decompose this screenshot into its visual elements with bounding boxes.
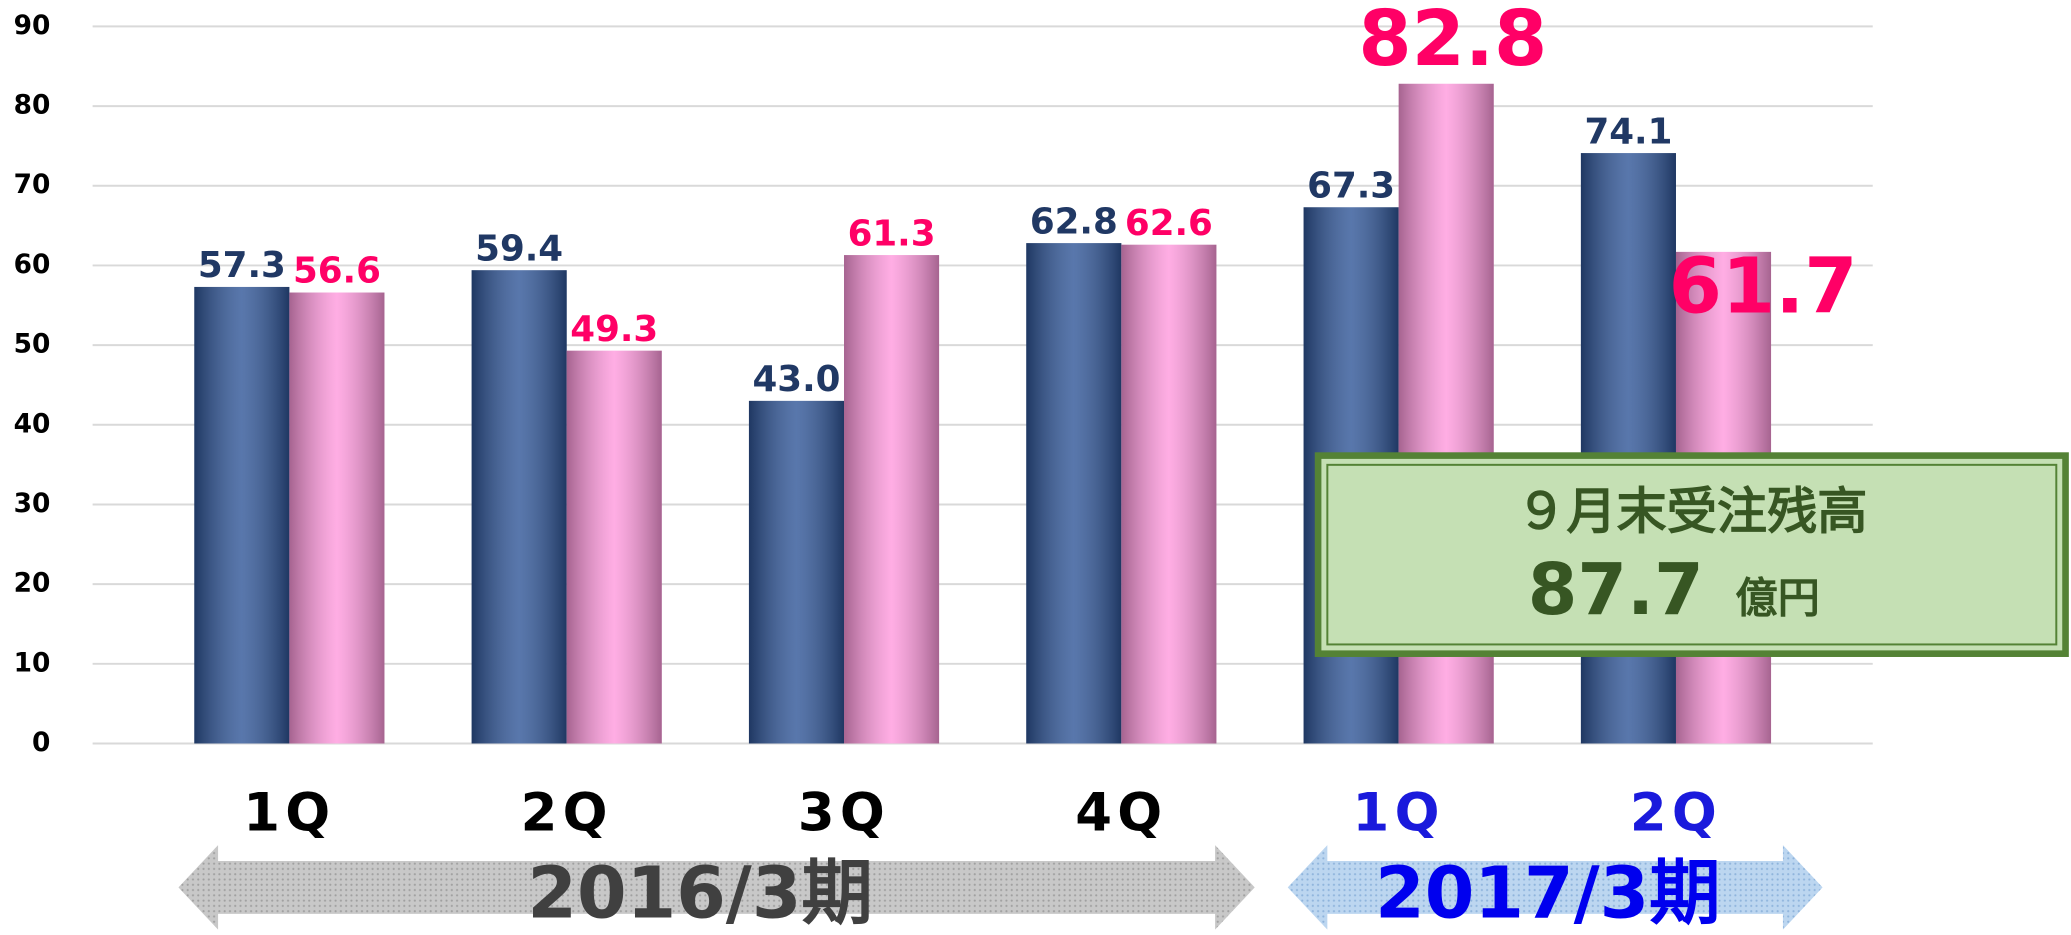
data-label: 62.6: [1125, 203, 1213, 244]
annotation-title: ９月末受注残高: [1516, 482, 1867, 541]
y-tick-label: 90: [14, 10, 51, 41]
period-label: 2016/3期: [527, 852, 872, 931]
data-label: 61.3: [848, 213, 936, 254]
bar-shade: [748, 400, 845, 744]
data-label: 56.6: [293, 251, 381, 292]
bar-shade: [844, 255, 940, 744]
x-tick-label: 1Q: [1353, 783, 1445, 844]
y-tick-label: 20: [14, 568, 51, 599]
bar-shade: [289, 292, 385, 744]
bar-shade: [1026, 243, 1122, 744]
data-label: 74.1: [1584, 111, 1672, 152]
y-tick-label: 10: [14, 647, 51, 678]
y-tick-label: 60: [14, 249, 51, 280]
annotation-value: 87.7: [1528, 548, 1704, 631]
bar-shade: [194, 286, 290, 744]
y-tick-label: 30: [14, 488, 51, 519]
data-label: 59.4: [475, 228, 563, 269]
data-label: 82.8: [1358, 0, 1547, 84]
bars: [194, 83, 1772, 744]
y-tick-label: 50: [14, 329, 51, 360]
period-arrow: [1287, 845, 1823, 930]
annotation-frame: [1314, 452, 2069, 657]
data-label: 67.3: [1307, 165, 1395, 206]
x-tick-label: 3Q: [798, 783, 890, 844]
data-label: 62.8: [1030, 201, 1118, 242]
y-tick-label: 70: [14, 169, 51, 200]
annotation-box: ９月末受注残高 87.7 億円: [1314, 452, 2069, 657]
grid: [92, 25, 1873, 745]
bar-shade: [1121, 244, 1217, 744]
y-tick-label: 0: [32, 727, 50, 758]
x-tick-label: 1Q: [243, 783, 335, 844]
x-tick-label: 2Q: [521, 783, 613, 844]
period-label: 2017/3期: [1375, 852, 1720, 931]
y-tick-label: 80: [14, 90, 51, 121]
period-arrow: [178, 845, 1255, 930]
x-tick-label: 2Q: [1630, 783, 1722, 844]
data-label: 61.7: [1669, 242, 1858, 331]
data-label: 49.3: [570, 309, 658, 350]
data-label: 57.3: [198, 245, 286, 286]
x-tick-label: 4Q: [1075, 783, 1167, 844]
annotation-unit: 億円: [1735, 573, 1820, 622]
y-tick-label: 40: [14, 408, 51, 439]
bar-shade: [566, 350, 662, 744]
annotation-frame: [1326, 463, 2058, 646]
bar-shade: [471, 270, 567, 744]
data-label: 43.0: [753, 359, 841, 400]
